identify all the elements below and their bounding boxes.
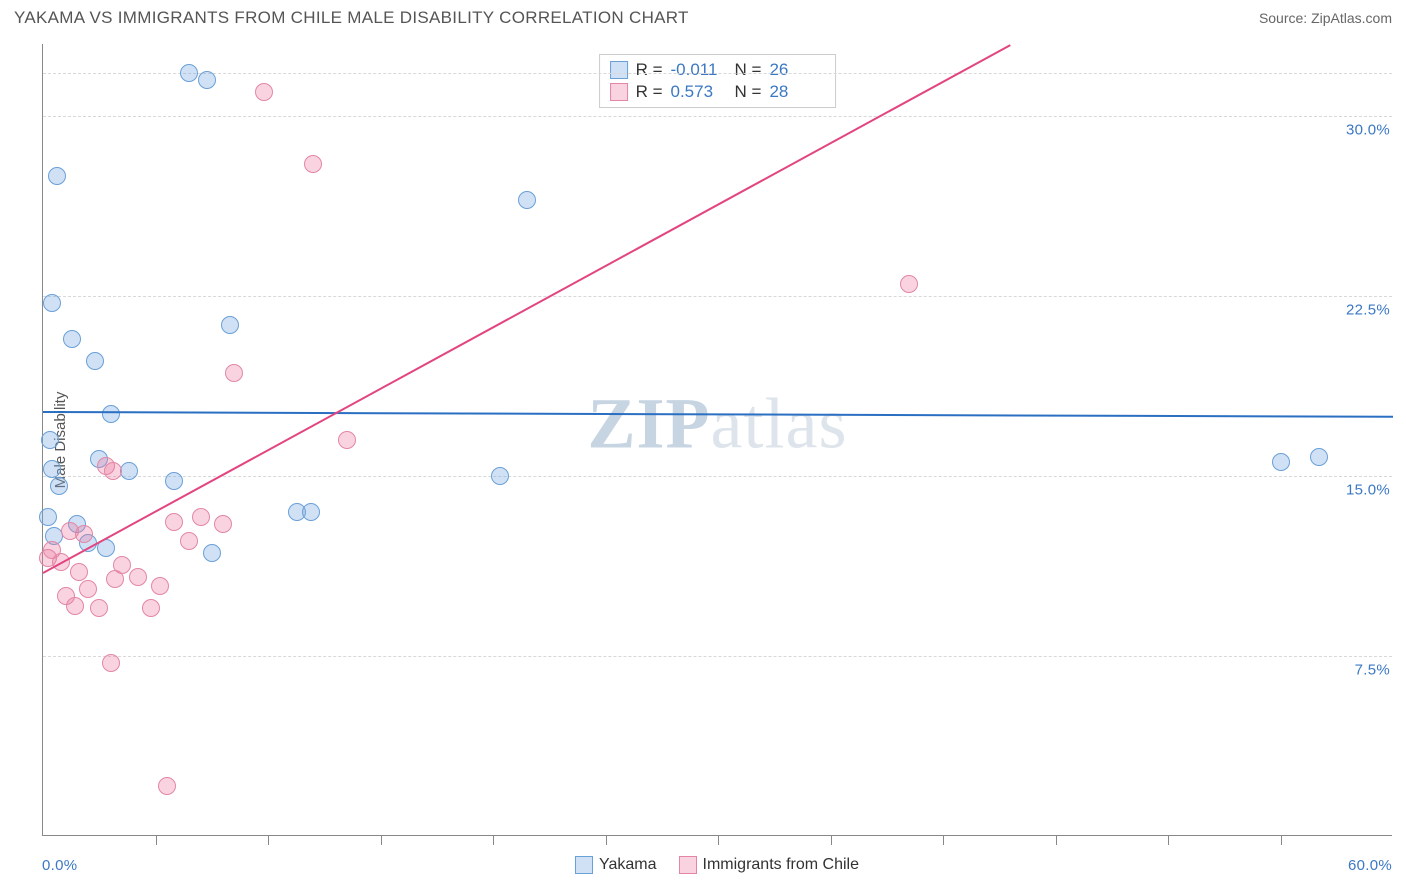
stats-row: R = -0.011 N = 26 bbox=[610, 59, 826, 81]
x-tick bbox=[606, 835, 607, 845]
data-point-chile bbox=[225, 364, 243, 382]
x-tick bbox=[381, 835, 382, 845]
data-point-yakama bbox=[1272, 453, 1290, 471]
data-point-yakama bbox=[165, 472, 183, 490]
data-point-yakama bbox=[43, 460, 61, 478]
data-point-chile bbox=[129, 568, 147, 586]
trend-line-yakama bbox=[43, 411, 1393, 418]
legend-swatch bbox=[610, 61, 628, 79]
legend-label: Yakama bbox=[599, 856, 657, 874]
x-tick bbox=[156, 835, 157, 845]
stats-r-label: R = bbox=[636, 82, 663, 102]
data-point-chile bbox=[104, 462, 122, 480]
legend-item: Yakama bbox=[575, 856, 657, 874]
plot-wrap: Male Disability ZIPatlas R =-0.011N =26R… bbox=[42, 44, 1392, 836]
data-point-yakama bbox=[86, 352, 104, 370]
gridline-h bbox=[43, 116, 1392, 117]
watermark-atlas: atlas bbox=[711, 383, 848, 463]
x-tick bbox=[1056, 835, 1057, 845]
gridline-h bbox=[43, 476, 1392, 477]
data-point-chile bbox=[70, 563, 88, 581]
data-point-yakama bbox=[221, 316, 239, 334]
legend-swatch bbox=[610, 83, 628, 101]
data-point-chile bbox=[900, 275, 918, 293]
x-tick bbox=[718, 835, 719, 845]
data-point-yakama bbox=[120, 462, 138, 480]
chart-title: YAKAMA VS IMMIGRANTS FROM CHILE MALE DIS… bbox=[14, 8, 689, 28]
data-point-chile bbox=[113, 556, 131, 574]
data-point-chile bbox=[192, 508, 210, 526]
data-point-chile bbox=[338, 431, 356, 449]
stats-n-value: 26 bbox=[769, 60, 825, 80]
data-point-yakama bbox=[203, 544, 221, 562]
data-point-yakama bbox=[41, 431, 59, 449]
data-point-chile bbox=[142, 599, 160, 617]
data-point-chile bbox=[255, 83, 273, 101]
y-tick-label: 7.5% bbox=[1355, 662, 1390, 679]
watermark: ZIPatlas bbox=[588, 382, 848, 465]
watermark-zip: ZIP bbox=[588, 383, 711, 463]
data-point-chile bbox=[90, 599, 108, 617]
legend-swatch bbox=[575, 856, 593, 874]
data-point-yakama bbox=[491, 467, 509, 485]
bottom-legend: Yakama Immigrants from Chile bbox=[575, 856, 859, 874]
data-point-yakama bbox=[1310, 448, 1328, 466]
legend-label: Immigrants from Chile bbox=[703, 856, 859, 874]
data-point-chile bbox=[180, 532, 198, 550]
data-point-yakama bbox=[63, 330, 81, 348]
data-point-yakama bbox=[518, 191, 536, 209]
gridline-h bbox=[43, 73, 1392, 74]
data-point-yakama bbox=[50, 477, 68, 495]
plot-area: ZIPatlas R = -0.011 N = 26 R = 0.573 N = 28 7.5… bbox=[42, 44, 1392, 836]
y-tick-label: 15.0% bbox=[1346, 482, 1390, 499]
stats-n-value: 28 bbox=[769, 82, 825, 102]
data-point-chile bbox=[214, 515, 232, 533]
legend-item: Immigrants from Chile bbox=[679, 856, 859, 874]
stats-legend-box: R = -0.011 N = 26 R = 0.573 N = 28 bbox=[599, 54, 837, 108]
data-point-chile bbox=[151, 577, 169, 595]
x-tick bbox=[268, 835, 269, 845]
data-point-yakama bbox=[198, 71, 216, 89]
data-point-yakama bbox=[48, 167, 66, 185]
data-point-yakama bbox=[43, 294, 61, 312]
data-point-chile bbox=[304, 155, 322, 173]
stats-n-label: N = bbox=[735, 60, 762, 80]
gridline-h bbox=[43, 296, 1392, 297]
chart-source: Source: ZipAtlas.com bbox=[1259, 10, 1392, 26]
stats-row: R = 0.573 N = 28 bbox=[610, 81, 826, 103]
stats-r-value: -0.011 bbox=[671, 60, 727, 80]
stats-r-value: 0.573 bbox=[671, 82, 727, 102]
y-tick-label: 22.5% bbox=[1346, 302, 1390, 319]
data-point-yakama bbox=[302, 503, 320, 521]
data-point-yakama bbox=[180, 64, 198, 82]
trend-line-chile bbox=[43, 44, 1011, 574]
data-point-chile bbox=[165, 513, 183, 531]
x-axis-min-label: 0.0% bbox=[42, 857, 77, 874]
y-tick-label: 30.0% bbox=[1346, 122, 1390, 139]
x-axis-max-label: 60.0% bbox=[1348, 857, 1392, 874]
x-tick bbox=[943, 835, 944, 845]
legend-swatch bbox=[679, 856, 697, 874]
data-point-chile bbox=[75, 525, 93, 543]
data-point-chile bbox=[158, 777, 176, 795]
data-point-yakama bbox=[102, 405, 120, 423]
x-tick bbox=[493, 835, 494, 845]
x-tick bbox=[1281, 835, 1282, 845]
data-point-chile bbox=[102, 654, 120, 672]
data-point-chile bbox=[79, 580, 97, 598]
stats-r-label: R = bbox=[636, 60, 663, 80]
stats-n-label: N = bbox=[735, 82, 762, 102]
gridline-h bbox=[43, 656, 1392, 657]
data-point-yakama bbox=[39, 508, 57, 526]
x-tick bbox=[831, 835, 832, 845]
data-point-chile bbox=[66, 597, 84, 615]
chart-header: YAKAMA VS IMMIGRANTS FROM CHILE MALE DIS… bbox=[0, 0, 1406, 32]
x-tick bbox=[1168, 835, 1169, 845]
